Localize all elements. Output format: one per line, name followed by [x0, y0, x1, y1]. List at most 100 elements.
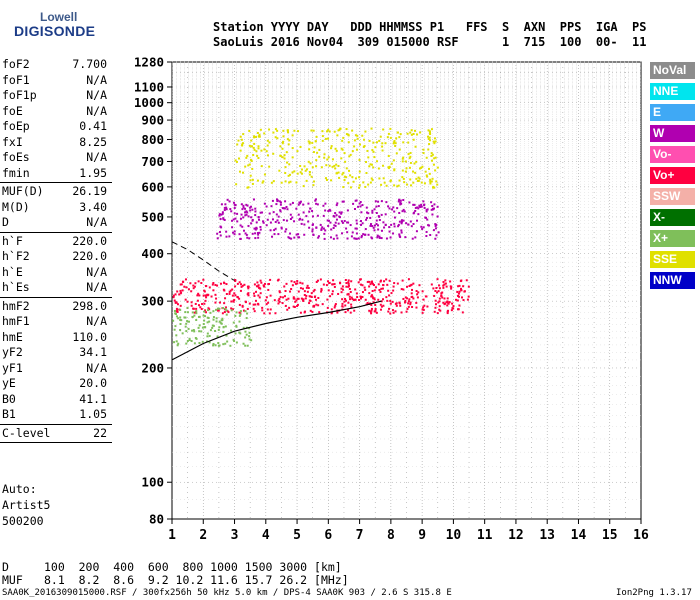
- echo-point: [306, 290, 309, 293]
- echo-point: [422, 306, 425, 309]
- echo-point: [362, 181, 365, 184]
- echo-point: [248, 331, 251, 334]
- echo-point: [185, 286, 188, 289]
- echo-point: [326, 298, 329, 301]
- echo-point: [240, 213, 243, 216]
- echo-point: [329, 221, 332, 224]
- echo-point: [217, 309, 220, 312]
- echo-point: [305, 215, 308, 218]
- echo-point: [335, 172, 338, 175]
- y-tick-label: 300: [141, 294, 164, 309]
- echo-point: [381, 142, 384, 145]
- echo-point: [215, 317, 218, 320]
- echo-point: [327, 128, 330, 131]
- echo-point: [355, 292, 358, 295]
- echo-point: [382, 128, 385, 131]
- echo-point: [202, 278, 205, 281]
- echo-point: [415, 306, 418, 309]
- echo-point: [367, 233, 370, 236]
- param-value: N/A: [86, 150, 107, 164]
- echo-point: [352, 299, 355, 302]
- echo-point: [245, 203, 248, 206]
- echo-point: [280, 227, 283, 230]
- echo-point: [407, 141, 410, 144]
- echo-point: [283, 154, 286, 157]
- echo-point: [430, 159, 433, 162]
- echo-point: [369, 310, 372, 313]
- echo-point: [184, 278, 187, 281]
- echo-point: [279, 201, 282, 204]
- echo-point: [312, 233, 315, 236]
- echo-point: [297, 297, 300, 300]
- echo-point: [259, 292, 262, 295]
- echo-point: [211, 324, 214, 327]
- echo-point: [307, 140, 310, 143]
- echo-point: [377, 200, 380, 203]
- echo-point: [413, 203, 416, 206]
- echo-point: [218, 326, 221, 329]
- legend-item-x: X-: [650, 209, 695, 226]
- echo-point: [257, 236, 260, 239]
- echo-point: [409, 303, 412, 306]
- echo-point: [410, 133, 413, 136]
- echo-point: [225, 293, 228, 296]
- echo-point: [255, 226, 258, 229]
- echo-point: [398, 302, 401, 305]
- echo-point: [283, 285, 286, 288]
- echo-point: [308, 295, 311, 298]
- echo-point: [405, 167, 408, 170]
- echo-point: [373, 289, 376, 292]
- echo-point: [185, 330, 188, 333]
- echo-point: [263, 312, 266, 315]
- echo-point: [291, 216, 294, 219]
- echo-point: [358, 184, 361, 187]
- echo-point: [462, 285, 465, 288]
- echo-point: [179, 283, 182, 286]
- echo-point: [373, 224, 376, 227]
- echo-point: [176, 344, 179, 347]
- echo-point: [422, 298, 425, 301]
- echo-point: [415, 177, 418, 180]
- echo-point: [375, 212, 378, 215]
- param-name: hmE: [2, 329, 23, 344]
- echo-point: [337, 164, 340, 167]
- echo-point: [291, 171, 294, 174]
- echo-point: [434, 224, 437, 227]
- echo-point: [223, 311, 226, 314]
- echo-point: [214, 293, 217, 296]
- echo-point: [341, 288, 344, 291]
- echo-point: [366, 280, 369, 283]
- y-tick-label: 1100: [134, 79, 164, 94]
- echo-point: [357, 237, 360, 240]
- param-value: N/A: [86, 264, 107, 279]
- echo-point: [418, 284, 421, 287]
- echo-point: [409, 161, 412, 164]
- echo-point: [206, 335, 209, 338]
- echo-point: [360, 236, 363, 239]
- echo-point: [238, 233, 241, 236]
- echo-point: [438, 300, 441, 303]
- echo-point: [421, 227, 424, 230]
- echo-point: [225, 235, 228, 238]
- echo-point: [316, 214, 319, 217]
- echo-point: [286, 308, 289, 311]
- echo-point: [347, 141, 350, 144]
- echo-point: [372, 284, 375, 287]
- echo-point: [371, 282, 374, 285]
- echo-point: [412, 181, 415, 184]
- echo-point: [279, 145, 282, 148]
- echo-point: [395, 152, 398, 155]
- echo-point: [237, 139, 240, 142]
- echo-point: [278, 291, 281, 294]
- echo-point: [433, 294, 436, 297]
- echo-point: [302, 211, 305, 214]
- echo-point: [389, 236, 392, 239]
- echo-point: [193, 314, 196, 317]
- echo-point: [262, 221, 265, 224]
- echo-point: [349, 174, 352, 177]
- echo-point: [249, 179, 252, 182]
- echo-point: [354, 227, 357, 230]
- echo-point: [278, 297, 281, 300]
- echo-point: [430, 152, 433, 155]
- echo-point: [417, 207, 420, 210]
